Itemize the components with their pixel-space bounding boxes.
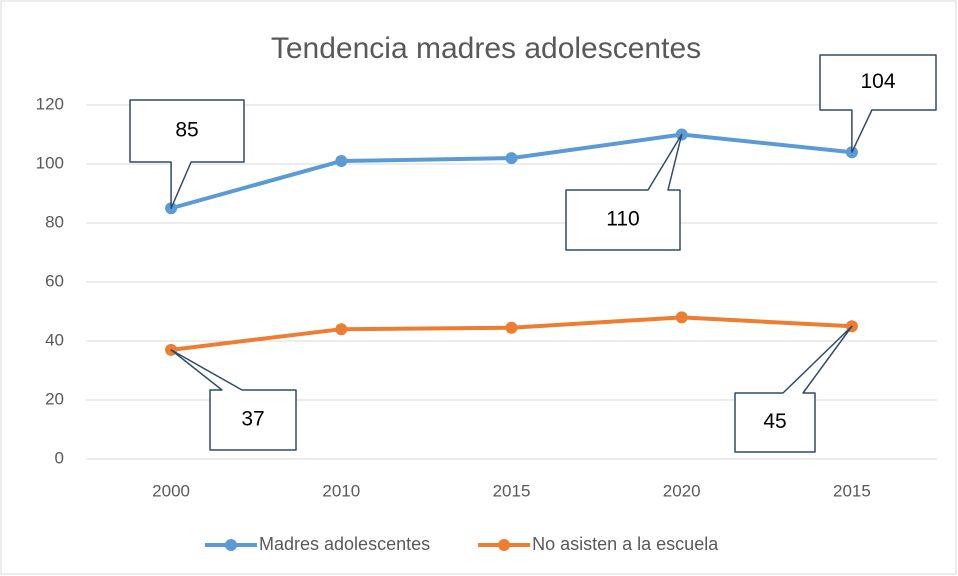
legend-label: No asisten a la escuela (532, 534, 719, 554)
data-label: 37 (241, 408, 264, 431)
y-tick-label: 60 (45, 271, 64, 290)
x-tick-label: 2015 (493, 481, 531, 500)
legend-marker (498, 539, 511, 551)
data-label: 110 (606, 208, 639, 231)
data-label: 104 (860, 70, 895, 93)
x-tick-label: 2020 (663, 481, 701, 500)
callout-box (170, 349, 297, 451)
y-tick-label: 80 (45, 212, 64, 231)
y-tick-label: 120 (36, 94, 64, 113)
x-tick-label: 2010 (322, 481, 360, 500)
data-point (335, 155, 348, 168)
data-point (505, 152, 518, 165)
callout-box (129, 99, 245, 209)
data-point (335, 323, 348, 336)
callout-box (565, 133, 683, 251)
y-tick-label: 40 (45, 330, 64, 349)
data-label: 45 (763, 410, 786, 433)
legend-label: Madres adolescentes (259, 534, 430, 554)
data-label: 85 (175, 119, 198, 142)
x-tick-label: 2000 (152, 481, 190, 500)
x-tick-label: 2015 (833, 481, 871, 500)
y-tick-label: 100 (36, 153, 64, 172)
chart-title: Tendencia madres adolescentes (271, 32, 701, 65)
data-point (505, 321, 518, 334)
callout-box (819, 54, 937, 153)
y-tick-label: 20 (45, 389, 64, 408)
callout-box (734, 325, 853, 453)
y-tick-label: 0 (55, 448, 64, 467)
data-point (675, 311, 688, 324)
legend-marker (225, 539, 237, 551)
